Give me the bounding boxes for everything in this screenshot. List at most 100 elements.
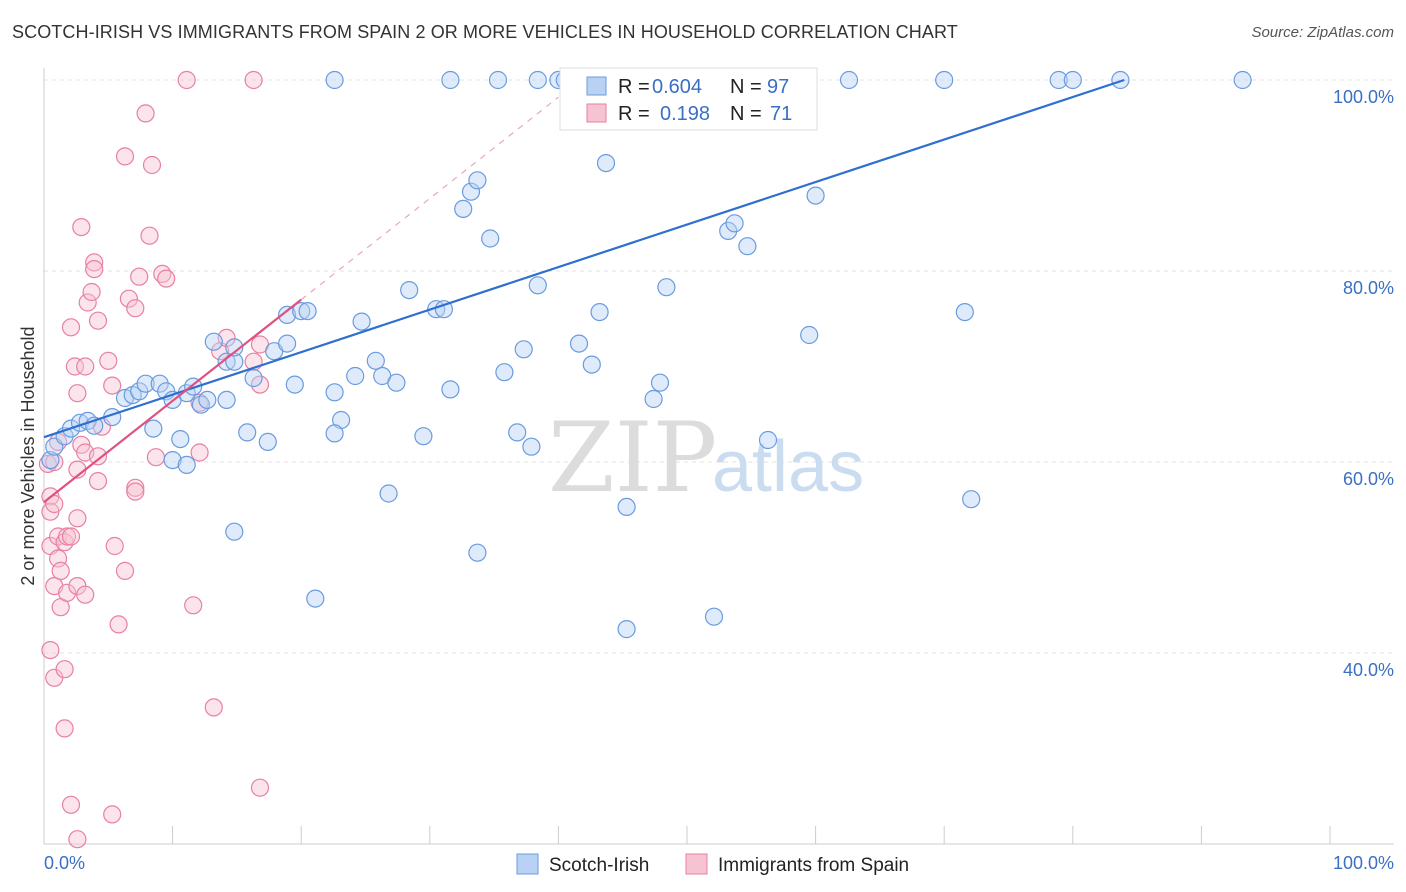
- scotch-irish-point-11: [136, 374, 155, 393]
- scotch-irish-point-44: [387, 373, 406, 392]
- spain-point-13: [55, 660, 74, 679]
- scotch-irish-point-94: [1063, 70, 1082, 90]
- spain-point-16: [57, 527, 77, 546]
- spain-point-40: [103, 376, 122, 395]
- scotch-irish-point-22: [177, 455, 196, 474]
- trend-lines: [43, 78, 1125, 503]
- scotch-irish-point-30: [225, 338, 244, 357]
- scotch-irish-point-80: [738, 237, 757, 256]
- spain-point-17: [61, 318, 81, 337]
- scotch-irish-point-46: [414, 427, 433, 446]
- bottom-legend-label-immigrants-from-spain: Immigrants from Spain: [718, 855, 909, 876]
- scotch-irish-point-13: [150, 374, 169, 393]
- scotch-irish-point-35: [298, 302, 317, 321]
- scotch-irish-point-93: [1049, 70, 1068, 90]
- spain-point-14: [55, 719, 74, 738]
- scotch-irish-point-45: [400, 281, 419, 300]
- spain-point-48: [126, 478, 145, 497]
- scotch-irish-point-73: [379, 484, 398, 503]
- scotch-irish-point-72: [962, 490, 981, 509]
- spain-point-35: [88, 447, 108, 466]
- x-tick-label-max: 100.0%: [1333, 853, 1394, 873]
- legend-r-value-0: 0.604: [652, 76, 702, 98]
- spain-point-42: [105, 536, 124, 556]
- scotch-irish-point-92: [935, 70, 954, 90]
- legend-n-label-0: N =: [730, 76, 762, 98]
- scotch-irish-point-33: [278, 305, 297, 324]
- scotch-irish-point-41: [352, 312, 371, 331]
- spain-point-37: [88, 472, 108, 491]
- series-immigrants-from-spain: [38, 70, 270, 849]
- chart-title: SCOTCH-IRISH VS IMMIGRANTS FROM SPAIN 2 …: [12, 22, 958, 42]
- scotch-irish-point-29: [258, 432, 277, 451]
- spain-point-46: [119, 289, 138, 308]
- legend-n-value-1: 71: [770, 103, 792, 125]
- scotch-irish-point-84: [528, 70, 547, 90]
- scotch-irish-point-68: [758, 430, 778, 450]
- spain-point-50: [130, 267, 149, 286]
- scotch-irish-point-42: [366, 351, 385, 370]
- spain-point-34: [85, 260, 104, 279]
- y-axis-title: 2 or more Vehicles in Household: [18, 326, 38, 585]
- scotch-irish-point-71: [955, 303, 974, 322]
- spain-point-20: [65, 357, 85, 376]
- spain-point-53: [142, 155, 162, 175]
- spain-point-15: [57, 583, 77, 602]
- scotch-irish-point-63: [617, 497, 636, 516]
- scotch-irish-point-91: [839, 70, 859, 90]
- spain-point-31: [78, 293, 97, 312]
- spain-point-47: [126, 299, 145, 318]
- series-scotch-irish: [41, 70, 1252, 639]
- spain-point-45: [115, 147, 135, 166]
- y-tick-label-60: 60.0%: [1343, 469, 1394, 489]
- scotch-irish-point-76: [306, 589, 325, 608]
- scotch-irish-point-58: [528, 276, 547, 295]
- scotch-irish-point-67: [657, 278, 676, 297]
- spain-point-44: [115, 561, 135, 581]
- scotch-irish-point-62: [596, 154, 616, 173]
- scotch-irish-point-34: [292, 302, 311, 321]
- watermark-atlas: atlas: [712, 427, 864, 507]
- spain-point-25: [68, 830, 87, 849]
- spain-point-30: [76, 585, 95, 604]
- scotch-irish-point-56: [514, 340, 533, 359]
- scotch-irish-point-23: [204, 332, 223, 351]
- scotch-irish-point-55: [508, 423, 527, 442]
- scotch-irish-point-66: [650, 373, 670, 392]
- scotch-irish-point-49: [441, 380, 460, 399]
- scotch-irish-point-0: [41, 451, 60, 470]
- y-tick-label-100: 100.0%: [1333, 87, 1394, 107]
- scotch-irish-point-52: [468, 171, 487, 190]
- scotch-irish-point-95: [1111, 70, 1130, 90]
- y-tick-label-40: 40.0%: [1343, 660, 1394, 680]
- scotch-irish-point-28: [238, 423, 257, 442]
- scotch-irish-point-59: [569, 334, 589, 353]
- scotch-irish-point-69: [800, 325, 819, 345]
- spain-point-11: [51, 561, 70, 581]
- spain-point-54: [146, 448, 165, 467]
- spain-point-41: [103, 805, 122, 824]
- scotch-irish-point-70: [806, 186, 825, 205]
- spain-point-57: [177, 70, 196, 90]
- scotch-irish-point-50: [454, 199, 473, 218]
- bottom-legend-label-scotch-irish: Scotch-Irish: [549, 855, 649, 876]
- trend-line-immigrants-from-spain: [43, 298, 302, 503]
- legend-n-value-0: 97: [767, 76, 789, 98]
- spain-point-49: [126, 482, 145, 501]
- y-tick-label-80: 80.0%: [1343, 278, 1394, 298]
- scotch-irish-point-12: [144, 419, 163, 438]
- scotch-irish-point-32: [278, 334, 297, 353]
- scotch-irish-point-61: [590, 303, 609, 322]
- legend-r-label-1: R =: [618, 103, 650, 125]
- spain-point-51: [136, 104, 155, 123]
- spain-point-59: [190, 443, 209, 462]
- spain-point-64: [244, 70, 263, 90]
- spain-point-68: [250, 778, 270, 797]
- scotch-irish-point-26: [244, 368, 263, 388]
- spain-point-32: [82, 282, 101, 302]
- scotch-irish-point-48: [434, 300, 453, 319]
- bottom-legend-swatch-scotch-irish: [516, 853, 539, 875]
- scotch-irish-point-51: [461, 182, 481, 201]
- bottom-legend-swatch-immigrants-from-spain: [685, 853, 708, 875]
